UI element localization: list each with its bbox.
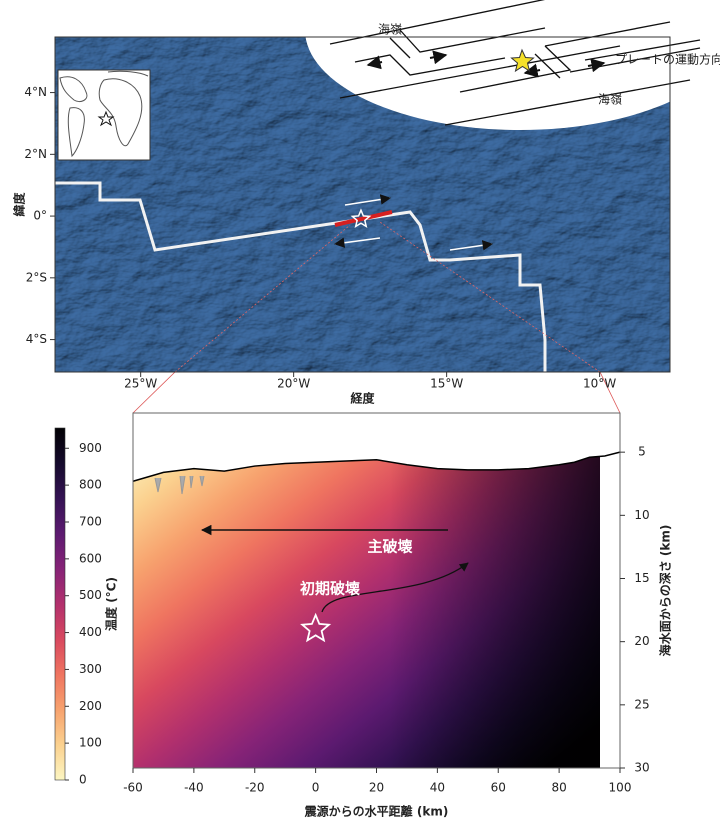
hypocenter: [300, 612, 332, 643]
motion-arrow: [344, 194, 392, 206]
map-frame: [54, 36, 671, 373]
y-tick-label: 2°S: [26, 270, 47, 284]
sediment: [154, 475, 205, 495]
rupture: [334, 210, 393, 227]
x-axis-title: 震源からの水平距離 (km): [305, 804, 449, 819]
x-tick-label: 20: [369, 781, 384, 795]
initial-rupture-arrow: [321, 562, 469, 613]
colorbar-tick-label: 600: [79, 551, 102, 565]
colorbar-tick-label: 800: [79, 478, 102, 492]
colorbar-tick-label: 700: [79, 514, 102, 528]
y-tick-label: 2°N: [24, 147, 47, 161]
x-tick-label: -60: [123, 781, 143, 795]
section-plot: -60 -40 -20 0 20 40 60 80 100 5 10 15 20 25 30 震源からの水平距…: [123, 412, 673, 819]
guide-line: [379, 221, 601, 373]
colorbar-tick-label: 900: [79, 441, 102, 455]
y-axis-title: 海水面からの深さ (km): [658, 525, 673, 657]
colorbar-tick-label: 100: [79, 736, 102, 750]
x-tick-label: 25°W: [124, 377, 157, 391]
schematic-label: 海嶺: [598, 92, 622, 107]
inset-map: [57, 69, 151, 161]
annotation: 初期破壊: [300, 580, 360, 598]
x-tick-label: 40: [430, 781, 445, 795]
colorbar-tick-label: 200: [79, 699, 102, 713]
epicenter: [350, 208, 372, 229]
y-tick-label: 20: [634, 634, 649, 648]
inset-coast: [59, 70, 149, 158]
x-tick-label: 15°W: [430, 377, 463, 391]
schematic-arrows: [366, 50, 606, 78]
colorbar-tick-label: 300: [79, 662, 102, 676]
colorbar-title: 温度 (°C): [104, 577, 119, 631]
x-tick-label: -20: [245, 781, 265, 795]
y-tick-label: 4°N: [24, 85, 47, 99]
schematic: [329, 0, 701, 126]
colorbar-tick-label: 0: [79, 773, 87, 787]
schematic-label: 海嶺: [378, 22, 402, 37]
colorbar: [54, 427, 66, 781]
plate-boundary: [55, 181, 547, 372]
motion-arrow: [333, 237, 381, 248]
x-tick-label: -40: [184, 781, 204, 795]
y-tick-label: 15: [634, 571, 649, 585]
blank: [600, 470, 620, 768]
y-axis-title: 緯度: [12, 192, 27, 217]
x-axis-title: 経度: [350, 391, 375, 406]
colorbar-tick-label: 500: [79, 588, 102, 602]
x-tick-label: 60: [491, 781, 506, 795]
temperature-shade: [133, 455, 600, 768]
inset-star: [97, 110, 115, 127]
y-tick-label: 5: [638, 445, 646, 459]
connector: [599, 371, 621, 414]
colorbar-tick-label: 400: [79, 625, 102, 639]
y-tick-label: 0°: [33, 209, 47, 223]
schematic-label: プレートの運動方向: [615, 52, 720, 67]
x-tick-label: 80: [551, 781, 566, 795]
water: [133, 413, 620, 482]
x-tick-label: 20°W: [277, 377, 310, 391]
annotation: 主破壊: [367, 538, 412, 556]
x-tick-label: 0: [312, 781, 320, 795]
y-tick-label: 10: [634, 508, 649, 522]
x-tick-label: 100: [609, 781, 632, 795]
schematic-star: [510, 48, 535, 73]
y-tick-label: 25: [634, 697, 649, 711]
connector: [132, 371, 176, 414]
y-tick-label: 30: [634, 761, 649, 775]
motion-arrow: [449, 240, 494, 251]
y-tick-label: 4°S: [26, 332, 47, 346]
x-tick-label: 10°W: [583, 377, 616, 391]
seafloor-line: [132, 451, 621, 482]
